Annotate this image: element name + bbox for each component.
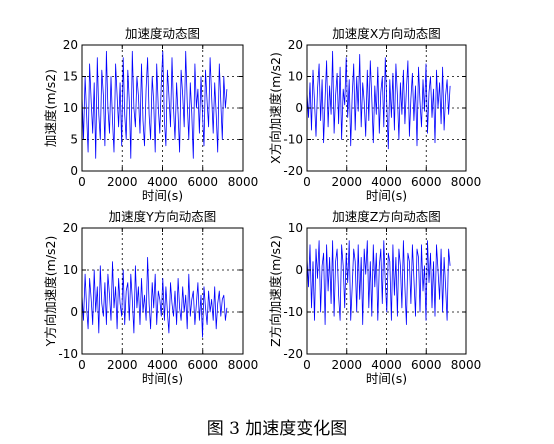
- y-tick-label: 5: [70, 133, 78, 147]
- x-tick-label: 8000: [228, 358, 259, 372]
- x-tick-label: 6000: [187, 358, 218, 372]
- x-axis-label: 时间(s): [142, 188, 183, 203]
- y-tick-label: -10: [283, 305, 303, 319]
- y-tick-label: 20: [63, 221, 78, 235]
- y-tick-label: -20: [283, 347, 303, 361]
- y-tick-label: 10: [288, 70, 303, 84]
- y-tick-label: 0: [295, 263, 303, 277]
- chart-title: 加速度X方向动态图: [332, 26, 441, 41]
- y-tick-label: 20: [288, 38, 303, 52]
- y-tick-label: -10: [58, 347, 78, 361]
- x-tick-label: 2000: [107, 175, 138, 189]
- y-axis-label: Y方向加速度(m/s2): [43, 236, 58, 348]
- x-tick-label: 6000: [411, 175, 442, 189]
- x-tick-label: 2000: [331, 358, 362, 372]
- subplot-2: 0 2000 4000 6000 8000 -20 -10 0 10 20 加速度X方向动态图时间(…: [268, 26, 481, 203]
- x-tick-label: 6000: [411, 358, 442, 372]
- y-axis-label: X方向加速度(m/s2): [268, 52, 283, 164]
- x-axis-label: 时间(s): [366, 371, 407, 386]
- chart-title: 加速度Y方向动态图: [109, 209, 217, 224]
- x-tick-label: 4000: [147, 175, 178, 189]
- y-tick-label: 0: [295, 101, 303, 115]
- y-axis-label: 加速度(m/s2): [43, 69, 58, 147]
- x-tick-label: 0: [303, 175, 311, 189]
- y-tick-label: 20: [63, 38, 78, 52]
- series-line: [81, 50, 228, 159]
- series-line: [306, 240, 451, 326]
- y-axis-label: Z方向加速度(m/s2): [268, 235, 283, 347]
- x-axis-label: 时间(s): [366, 188, 407, 203]
- x-tick-label: 2000: [107, 358, 138, 372]
- chart-title: 加速度Z方向动态图: [332, 209, 441, 224]
- subplot-3: 0 2000 4000 6000 8000-1001020加速度Y方向动态图时间(s)Y…: [43, 209, 258, 386]
- y-tick-label: 15: [63, 70, 78, 84]
- figure-caption: 图 3 加速度变化图: [206, 419, 348, 439]
- y-tick-label: -20: [283, 164, 303, 178]
- x-tick-label: 4000: [147, 358, 178, 372]
- series-line: [81, 256, 228, 338]
- y-tick-label: -10: [283, 133, 303, 147]
- x-tick-label: 8000: [451, 358, 482, 372]
- y-tick-label: 0: [70, 164, 78, 178]
- y-tick-label: 10: [63, 263, 78, 277]
- x-tick-label: 0: [78, 358, 86, 372]
- chart-title: 加速度动态图: [125, 26, 200, 41]
- x-tick-label: 2000: [331, 175, 362, 189]
- x-tick-label: 4000: [371, 358, 402, 372]
- y-tick-label: 10: [63, 101, 78, 115]
- x-tick-label: 8000: [228, 175, 259, 189]
- y-tick-label: 10: [288, 221, 303, 235]
- x-axis-label: 时间(s): [142, 371, 183, 386]
- x-tick-label: 0: [303, 358, 311, 372]
- x-tick-label: 6000: [187, 175, 218, 189]
- series-line: [306, 50, 451, 150]
- x-tick-label: 0: [78, 175, 86, 189]
- subplot-4: 0 2000 4000 6000 8000 -20 -10 0 10 加速度Z方向动态图时间(s)…: [268, 209, 481, 386]
- x-tick-label: 4000: [371, 175, 402, 189]
- y-tick-label: 0: [70, 305, 78, 319]
- x-tick-label: 8000: [451, 175, 482, 189]
